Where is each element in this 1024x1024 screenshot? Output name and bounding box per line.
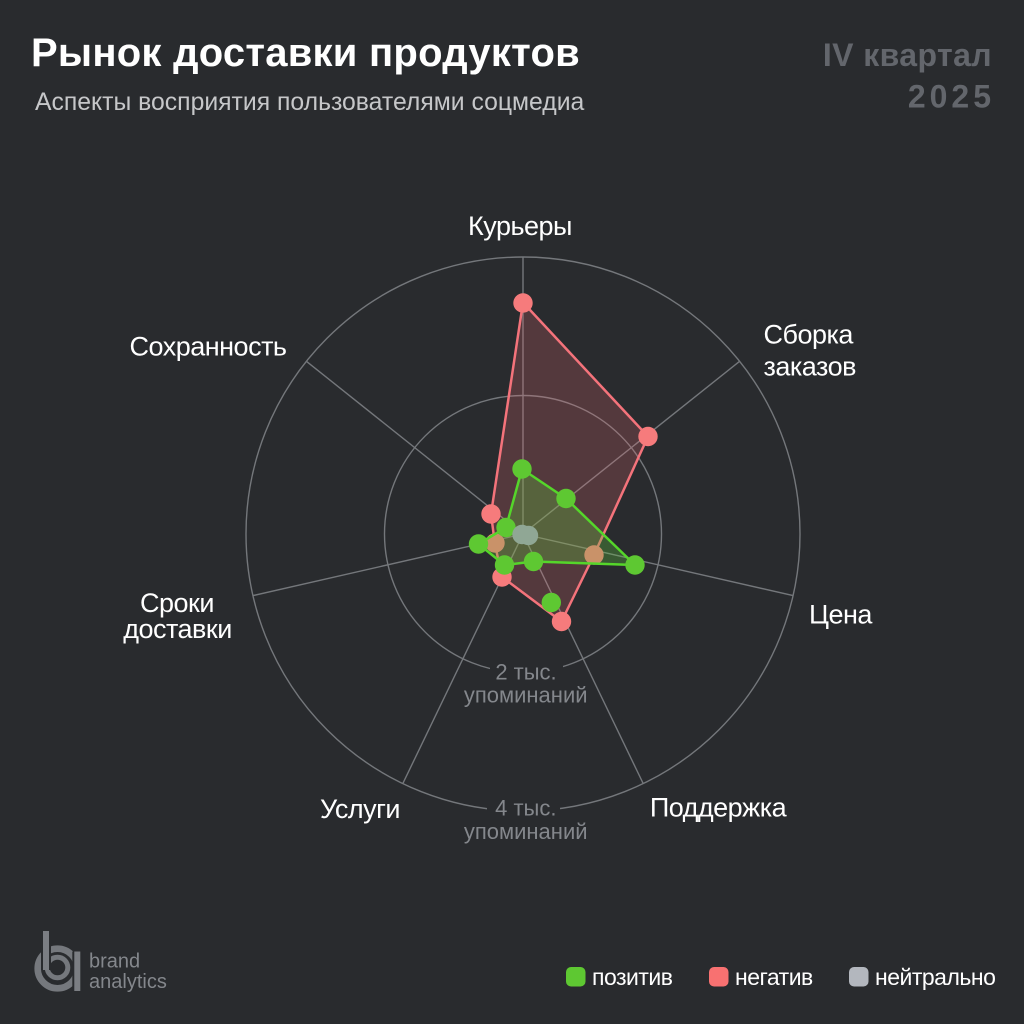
svg-text:позитив: позитив [592,964,673,990]
svg-text:Сроки: Сроки [140,588,214,618]
svg-text:упоминаний: упоминаний [464,683,588,708]
svg-text:нейтрально: нейтрально [875,964,995,990]
svg-text:Сборка: Сборка [764,320,855,350]
svg-text:Сохранность: Сохранность [129,332,286,362]
svg-text:Поддержка: Поддержка [650,793,788,823]
svg-text:IV квартал: IV квартал [823,37,992,73]
svg-text:Курьеры: Курьеры [468,211,572,241]
svg-text:заказов: заказов [764,352,857,382]
svg-text:2025: 2025 [908,79,995,115]
svg-text:упоминаний: упоминаний [464,819,588,844]
svg-text:2 тыс.: 2 тыс. [495,660,556,685]
svg-text:brand: brand [89,951,140,973]
svg-text:негатив: негатив [735,964,813,990]
svg-text:analytics: analytics [89,971,167,993]
svg-text:Аспекты восприятия пользовател: Аспекты восприятия пользователями соцмед… [35,89,585,116]
svg-text:Цена: Цена [809,600,873,630]
svg-text:4 тыс.: 4 тыс. [495,796,556,821]
svg-text:Услуги: Услуги [320,794,400,824]
svg-text:Рынок доставки продуктов: Рынок доставки продуктов [31,31,580,75]
svg-text:доставки: доставки [123,614,232,644]
